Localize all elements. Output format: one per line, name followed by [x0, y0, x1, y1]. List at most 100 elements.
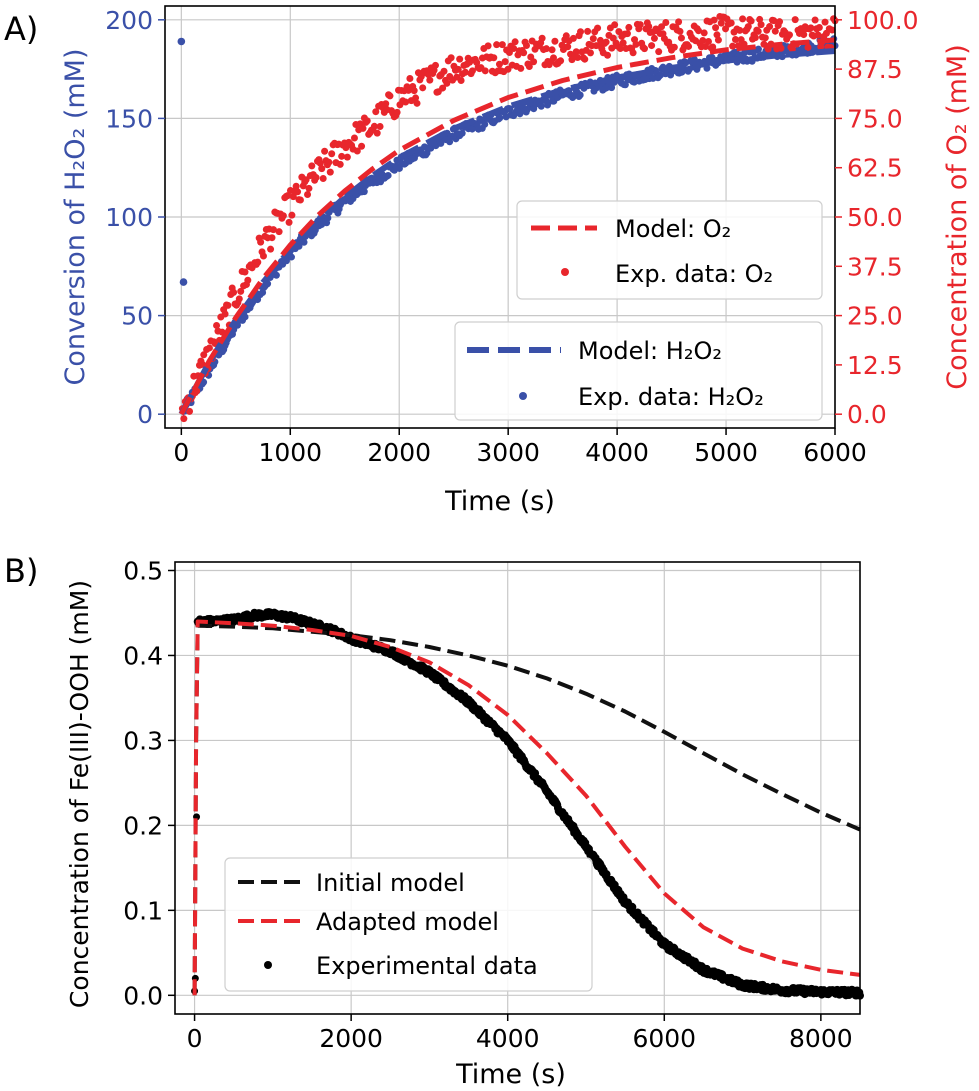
o2-data-point [727, 19, 735, 27]
y-left-tick-label: 100 [105, 203, 153, 232]
y-left-tick-label: 0 [137, 400, 153, 429]
o2-data-point [484, 42, 492, 50]
o2-data-point [551, 37, 559, 45]
o2-data-point [625, 23, 633, 31]
panel-b-legend-box [224, 857, 593, 992]
o2-data-point [186, 407, 194, 415]
panel-b-chart: 0 2000 4000 6000 8000 0.0 0.1 0.2 0.3 0.4 0.5 Time… [65, 556, 864, 1090]
h2o2-data-point [703, 64, 711, 72]
x-tick-label: 4000 [585, 438, 649, 467]
o2-data-point [800, 31, 808, 39]
o2-data-point [815, 24, 823, 32]
y-tick-label: 0.1 [123, 896, 163, 925]
o2-data-point [257, 238, 265, 246]
x-tick-label: 0 [187, 1024, 203, 1053]
o2-data-point [650, 34, 658, 42]
x-tick-label: 6000 [803, 438, 867, 467]
o2-data-point [285, 218, 293, 226]
o2-data-point [766, 23, 774, 31]
o2-data-point [294, 188, 302, 196]
o2-data-point [426, 76, 434, 84]
o2-data-point [289, 193, 297, 201]
y-left-tick-label: 150 [105, 104, 153, 133]
o2-data-point [402, 98, 410, 106]
o2-data-point [604, 51, 612, 59]
o2-data-point [316, 159, 324, 167]
o2-data-point [382, 100, 390, 108]
x-tick-label: 5000 [694, 438, 758, 467]
o2-data-point [645, 22, 653, 30]
o2-data-point [259, 252, 267, 260]
o2-data-point [700, 29, 708, 37]
o2-data-point [739, 15, 747, 23]
o2-model-line [179, 37, 836, 416]
y-right-tick-label: 25.0 [847, 302, 903, 331]
y-right-tick-label: 87.5 [847, 55, 903, 84]
o2-data-point [525, 62, 533, 70]
o2-data-point [350, 134, 358, 142]
o2-data-point [254, 258, 262, 266]
o2-data-point [205, 344, 213, 352]
o2-data-point [542, 45, 550, 53]
o2-data-point [574, 54, 582, 62]
o2-data-point [326, 168, 334, 176]
o2-data-point [577, 28, 585, 36]
y-tick-label: 0.5 [123, 556, 163, 585]
o2-data-point [586, 49, 594, 57]
o2-data-point [200, 351, 208, 359]
x-tick-label: 3000 [476, 438, 540, 467]
o2-data-point [584, 27, 592, 35]
o2-data-point [736, 26, 744, 34]
y-tick-label: 0.3 [123, 726, 163, 755]
o2-data-point [269, 226, 277, 234]
o2-data-point [569, 34, 577, 42]
o2-data-point [709, 43, 717, 51]
o2-data-point [319, 174, 327, 182]
h2o2-data-point [360, 188, 368, 196]
o2-data-point [636, 21, 644, 29]
o2-data-point [318, 165, 326, 173]
o2-data-point [412, 94, 420, 102]
panel-b-x-axis-label: Time (s) [455, 1059, 566, 1090]
o2-data-point [522, 41, 530, 49]
o2-data-point [241, 268, 249, 276]
panel-a-legend-h2o2: Model: H₂O₂ Exp. data: H₂O₂ [454, 321, 823, 421]
panel-a-chart: 0 1000 2000 3000 4000 5000 6000 0 50 100 150 200 0.0… [60, 5, 973, 517]
h2o2-data-point [608, 84, 616, 92]
x-tick-label: 2000 [367, 438, 431, 467]
o2-data-point [370, 122, 378, 130]
y-right-tick-label: 62.5 [847, 154, 903, 183]
o2-data-point [675, 18, 683, 26]
h2o2-data-point [384, 171, 392, 179]
o2-data-point [413, 99, 421, 107]
o2-data-point [670, 43, 678, 51]
o2-data-point [419, 84, 427, 92]
o2-data-point [602, 38, 610, 46]
o2-data-point [655, 48, 663, 56]
h2o2-data-point [544, 101, 552, 109]
o2-data-point [468, 67, 476, 75]
o2-data-point [267, 245, 275, 253]
o2-data-point [376, 122, 384, 130]
o2-data-point [296, 196, 304, 204]
o2-data-point [511, 38, 519, 46]
o2-data-point [581, 55, 589, 63]
o2-data-point [325, 158, 333, 166]
o2-data-point [224, 301, 232, 309]
h2o2-data-point [179, 278, 188, 286]
h2o2-data-point [241, 313, 249, 321]
legend-h2o2-model-label: Model: H₂O₂ [578, 337, 722, 365]
o2-data-point [490, 54, 498, 62]
o2-data-point [213, 321, 221, 329]
o2-data-point [791, 16, 799, 24]
o2-data-point [447, 54, 455, 62]
o2-data-point [729, 42, 737, 50]
o2-data-point [237, 287, 245, 295]
y-right-tick-label: 100.0 [847, 6, 919, 35]
panel-a-letter: A) [4, 10, 38, 48]
o2-data-point [594, 24, 602, 32]
o2-data-point [713, 31, 721, 39]
h2o2-data-point [437, 139, 445, 147]
x-tick-label: 2000 [319, 1024, 383, 1053]
o2-data-point [510, 44, 518, 52]
